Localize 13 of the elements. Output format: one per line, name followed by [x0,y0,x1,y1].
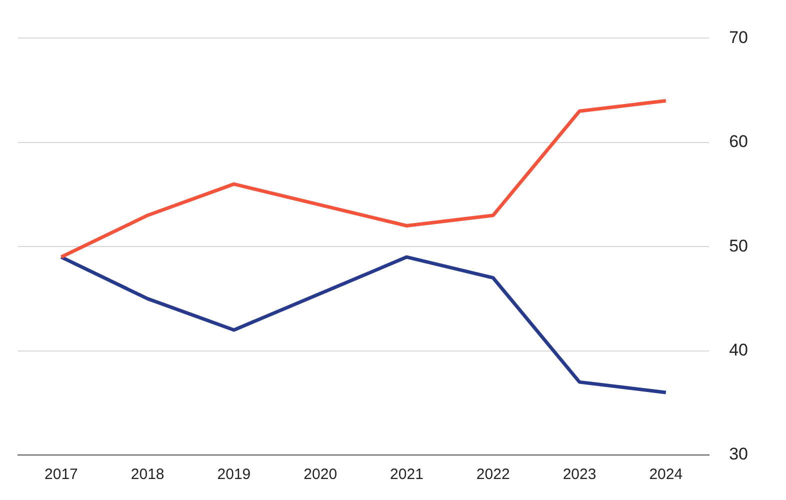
x-tick-label: 2021 [390,466,424,484]
x-tick-label: 2024 [649,466,683,484]
y-tick-label: 70 [729,28,748,47]
y-tick-label: 40 [729,340,748,360]
x-tick-label: 2022 [476,466,510,484]
x-tick-label: 2017 [44,466,78,484]
y-tick-label: 50 [729,236,748,256]
x-tick-label: 2018 [130,466,164,484]
x-tick-label: 2023 [562,466,596,484]
y-tick-label: 60 [729,132,748,152]
y-tick-label: 30 [729,444,748,464]
x-tick-label: 2020 [304,466,338,484]
x-tick-label: 2019 [217,466,251,484]
